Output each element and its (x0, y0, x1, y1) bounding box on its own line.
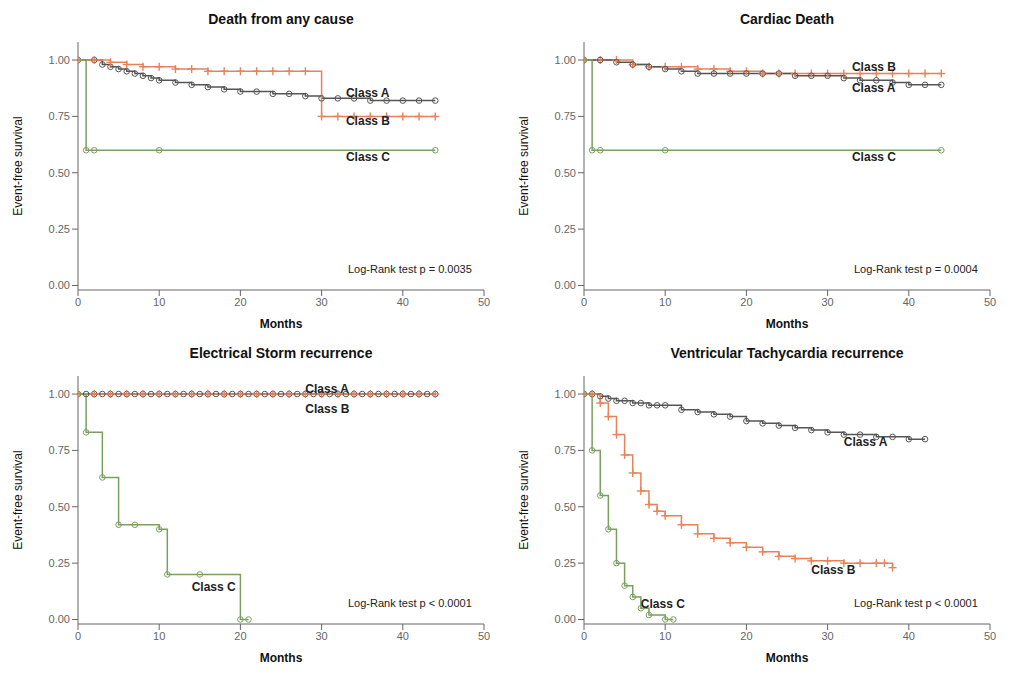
svg-text:Event-free survival: Event-free survival (11, 116, 25, 215)
svg-text:0.00: 0.00 (555, 279, 576, 291)
svg-text:1.00: 1.00 (49, 388, 70, 400)
svg-text:Months: Months (260, 317, 303, 331)
svg-text:Class C: Class C (192, 580, 236, 594)
svg-text:Months: Months (766, 651, 809, 665)
svg-text:Event-free survival: Event-free survival (517, 116, 531, 215)
svg-text:Months: Months (260, 651, 303, 665)
svg-text:20: 20 (234, 296, 246, 308)
svg-text:0.50: 0.50 (555, 167, 576, 179)
svg-text:30: 30 (821, 296, 833, 308)
svg-text:0.75: 0.75 (49, 444, 70, 456)
svg-text:0: 0 (581, 630, 587, 642)
svg-text:0.00: 0.00 (555, 613, 576, 625)
svg-text:0.75: 0.75 (555, 444, 576, 456)
html-text:Cardiac Death: Cardiac Death (739, 11, 835, 27)
svg-text:0.25: 0.25 (555, 223, 576, 235)
svg-text:0.25: 0.25 (555, 557, 576, 569)
svg-text:0: 0 (75, 630, 81, 642)
svg-text:0.00: 0.00 (49, 279, 70, 291)
svg-text:Class A: Class A (852, 81, 896, 95)
svg-text:Class B: Class B (305, 402, 349, 416)
svg-text:20: 20 (740, 296, 752, 308)
svg-text:0.50: 0.50 (49, 167, 70, 179)
svg-text:10: 10 (153, 630, 165, 642)
svg-text:Class A: Class A (305, 382, 349, 396)
svg-text:0.25: 0.25 (49, 557, 70, 569)
svg-text:Months: Months (766, 317, 809, 331)
html-text:Electrical Storm recurrence: Electrical Storm recurrence (189, 345, 373, 361)
html-text:Log-Rank test p < 0.0001: Log-Rank test p < 0.0001 (348, 597, 472, 610)
svg-text:50: 50 (984, 296, 996, 308)
svg-text:20: 20 (740, 630, 752, 642)
html-text:Log-Rank test p = 0.0004: Log-Rank test p = 0.0004 (854, 263, 978, 276)
svg-text:40: 40 (903, 630, 915, 642)
svg-text:0: 0 (581, 296, 587, 308)
svg-text:50: 50 (478, 296, 490, 308)
svg-text:Event-free survival: Event-free survival (517, 450, 531, 549)
svg-text:Class C: Class C (346, 150, 390, 164)
svg-text:0.25: 0.25 (49, 223, 70, 235)
svg-text:40: 40 (397, 630, 409, 642)
svg-text:40: 40 (903, 296, 915, 308)
svg-text:0: 0 (75, 296, 81, 308)
svg-text:0.50: 0.50 (555, 501, 576, 513)
svg-text:Class A: Class A (844, 435, 888, 449)
svg-text:30: 30 (315, 630, 327, 642)
svg-text:50: 50 (478, 630, 490, 642)
svg-text:30: 30 (315, 296, 327, 308)
svg-text:30: 30 (821, 630, 833, 642)
svg-text:Class B: Class B (346, 114, 390, 128)
html-text:Log-Rank test p = 0.0035: Log-Rank test p = 0.0035 (348, 263, 472, 276)
svg-text:10: 10 (153, 296, 165, 308)
svg-text:1.00: 1.00 (555, 54, 576, 66)
html-text:Death from any cause: Death from any cause (208, 11, 354, 27)
svg-text:0.75: 0.75 (49, 110, 70, 122)
svg-text:Class A: Class A (346, 86, 390, 100)
html-text:Ventricular Tachycardia recurr: Ventricular Tachycardia recurrence (670, 345, 904, 361)
svg-text:10: 10 (659, 296, 671, 308)
svg-text:Class C: Class C (641, 597, 685, 611)
svg-text:Class B: Class B (852, 60, 896, 74)
svg-text:0.50: 0.50 (49, 501, 70, 513)
svg-text:0.75: 0.75 (555, 110, 576, 122)
svg-text:1.00: 1.00 (555, 388, 576, 400)
svg-text:Class C: Class C (852, 150, 896, 164)
svg-text:10: 10 (659, 630, 671, 642)
svg-text:Class B: Class B (811, 563, 855, 577)
html-text:Log-Rank test p < 0.0001: Log-Rank test p < 0.0001 (854, 597, 978, 610)
svg-text:0.00: 0.00 (49, 613, 70, 625)
svg-text:40: 40 (397, 296, 409, 308)
svg-text:50: 50 (984, 630, 996, 642)
svg-text:1.00: 1.00 (49, 54, 70, 66)
svg-text:20: 20 (234, 630, 246, 642)
svg-text:Event-free survival: Event-free survival (11, 450, 25, 549)
